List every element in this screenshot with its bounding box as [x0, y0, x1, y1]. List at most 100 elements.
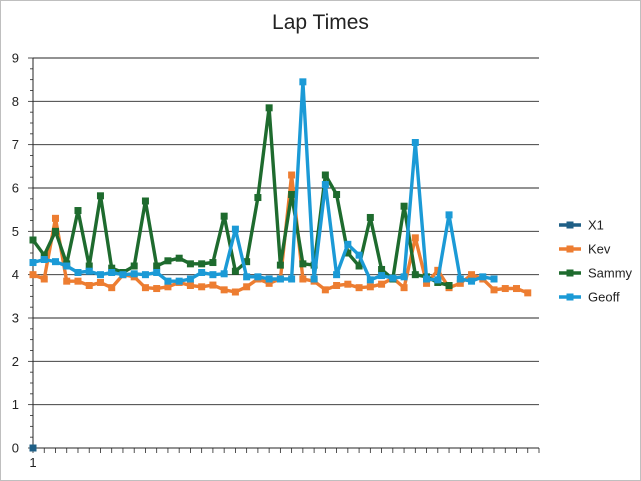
data-point-geoff	[164, 277, 172, 285]
data-point-kev	[141, 284, 149, 292]
data-point-kev	[366, 283, 374, 291]
data-point-kev	[490, 286, 498, 294]
data-point-sammy	[198, 260, 206, 268]
data-point-geoff	[130, 270, 138, 278]
data-point-geoff	[310, 275, 318, 283]
data-point-kev	[243, 283, 251, 291]
data-point-geoff	[186, 275, 194, 283]
data-point-geoff	[265, 275, 273, 283]
data-point-geoff	[321, 181, 329, 189]
y-tick-label-9: 9	[12, 51, 19, 66]
data-point-sammy	[164, 257, 172, 265]
y-tick-label-6: 6	[12, 181, 19, 196]
data-point-geoff	[231, 225, 239, 233]
data-point-geoff	[366, 276, 374, 284]
series-line-geoff	[32, 80, 495, 283]
data-point-geoff	[299, 78, 307, 86]
data-point-geoff	[243, 273, 251, 281]
data-point-geoff	[29, 259, 37, 267]
data-point-sammy	[153, 262, 161, 270]
y-tick-label-7: 7	[12, 137, 19, 152]
series-geoff	[29, 78, 498, 285]
legend-label-geoff: Geoff	[588, 290, 620, 305]
series-sammy	[29, 104, 453, 289]
data-point-kev	[333, 282, 341, 289]
data-point-geoff	[355, 251, 363, 259]
legend-entry-x1: X1	[559, 218, 604, 233]
data-point-geoff	[411, 139, 419, 146]
data-point-sammy	[445, 282, 453, 289]
data-point-kev	[85, 282, 93, 289]
data-point-sammy	[231, 267, 239, 275]
data-point-geoff	[456, 275, 464, 283]
data-point-geoff	[400, 273, 408, 281]
data-point-geoff	[119, 271, 127, 279]
series-layer	[29, 78, 532, 452]
data-point-sammy	[175, 254, 183, 262]
data-point-geoff	[74, 269, 82, 276]
data-point-geoff	[479, 273, 487, 281]
data-point-kev	[321, 286, 329, 294]
legend-swatch-marker	[566, 269, 574, 277]
data-point-kev	[153, 285, 161, 293]
x-tick-label-1: 1	[29, 455, 36, 470]
data-point-sammy	[366, 213, 374, 221]
data-point-geoff	[254, 273, 262, 281]
data-point-kev	[501, 285, 509, 293]
legend-swatch-marker	[566, 221, 574, 229]
series-line-sammy	[31, 106, 450, 288]
data-point-x1	[29, 444, 37, 452]
legend-layer: X1 Kev Sammy Geoff	[559, 218, 633, 305]
data-point-kev	[198, 283, 206, 291]
legend-label-sammy: Sammy	[588, 266, 633, 281]
data-point-sammy	[265, 104, 273, 112]
data-point-sammy	[186, 260, 194, 268]
data-point-geoff	[423, 275, 431, 283]
data-point-geoff	[434, 276, 442, 284]
legend-label-kev: Kev	[588, 242, 611, 257]
data-point-geoff	[85, 267, 93, 275]
data-point-kev	[96, 278, 104, 286]
data-point-kev	[51, 214, 59, 222]
y-tick-label-5: 5	[12, 224, 19, 239]
data-point-sammy	[74, 207, 82, 215]
data-point-geoff	[445, 211, 453, 219]
data-point-geoff	[389, 274, 397, 282]
data-point-sammy	[220, 212, 228, 220]
data-point-sammy	[85, 262, 93, 270]
data-point-kev	[209, 281, 217, 289]
series-x1	[29, 444, 37, 452]
data-point-geoff	[63, 262, 71, 270]
data-point-sammy	[96, 192, 104, 200]
data-point-kev	[29, 271, 37, 279]
data-point-sammy	[29, 236, 37, 244]
data-point-geoff	[468, 277, 476, 285]
data-point-geoff	[333, 271, 341, 279]
data-point-sammy	[276, 261, 284, 269]
data-point-geoff	[276, 275, 284, 283]
data-point-geoff	[96, 271, 104, 279]
data-point-kev	[524, 289, 532, 297]
data-point-kev	[423, 279, 431, 287]
data-point-sammy	[243, 258, 251, 266]
y-tick-label-0: 0	[12, 441, 19, 456]
y-tick-label-1: 1	[12, 397, 19, 412]
data-point-geoff	[490, 275, 498, 283]
data-point-kev	[108, 284, 116, 292]
data-point-sammy	[321, 171, 329, 179]
data-point-sammy	[299, 260, 307, 268]
data-point-kev	[186, 282, 194, 289]
y-tick-label-4: 4	[12, 267, 19, 282]
legend-entry-kev: Kev	[559, 242, 611, 257]
data-point-kev	[456, 279, 464, 287]
data-point-sammy	[254, 194, 262, 202]
data-point-kev	[400, 284, 408, 292]
legend-swatch-marker	[566, 293, 574, 301]
legend-entry-geoff: Geoff	[559, 290, 620, 305]
data-point-sammy	[333, 191, 341, 198]
data-point-sammy	[288, 191, 296, 198]
data-point-geoff	[209, 271, 217, 279]
data-point-kev	[231, 288, 239, 296]
